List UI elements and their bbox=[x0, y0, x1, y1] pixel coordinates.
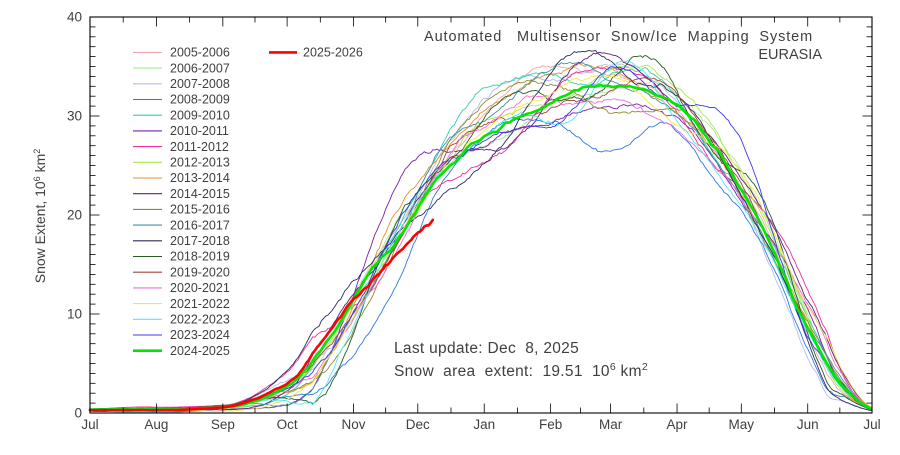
svg-text:2007-2008: 2007-2008 bbox=[170, 77, 230, 91]
svg-text:2011-2012: 2011-2012 bbox=[170, 140, 229, 154]
svg-text:Oct: Oct bbox=[277, 417, 298, 432]
svg-text:2018-2019: 2018-2019 bbox=[170, 250, 230, 264]
svg-text:40: 40 bbox=[67, 10, 82, 25]
svg-text:Feb: Feb bbox=[539, 417, 562, 432]
svg-text:2006-2007: 2006-2007 bbox=[170, 61, 230, 75]
svg-text:Automated Multisensor Snow/: Automated Multisensor Snow/Ice Mapping S… bbox=[424, 29, 813, 45]
svg-text:Aug: Aug bbox=[144, 417, 168, 432]
svg-text:2014-2015: 2014-2015 bbox=[170, 187, 230, 201]
svg-text:2020-2021: 2020-2021 bbox=[170, 281, 230, 295]
svg-text:2019-2020: 2019-2020 bbox=[170, 265, 230, 279]
svg-text:2013-2014: 2013-2014 bbox=[170, 171, 230, 185]
svg-text:20: 20 bbox=[67, 208, 82, 223]
svg-text:Last update: Dec 8, 2025: Last update: Dec 8, 2025 bbox=[394, 340, 579, 357]
svg-text:2023-2024: 2023-2024 bbox=[170, 328, 230, 342]
svg-text:EURASIA: EURASIA bbox=[758, 47, 822, 63]
svg-text:2009-2010: 2009-2010 bbox=[170, 108, 230, 122]
svg-text:2015-2016: 2015-2016 bbox=[170, 203, 230, 217]
svg-text:2012-2013: 2012-2013 bbox=[170, 156, 230, 170]
svg-text:Jan: Jan bbox=[473, 417, 495, 432]
svg-text:Apr: Apr bbox=[667, 417, 689, 432]
svg-text:2010-2011: 2010-2011 bbox=[170, 124, 229, 138]
svg-text:Snow Extent, 106 km2: Snow Extent, 106 km2 bbox=[32, 149, 48, 284]
svg-text:2008-2009: 2008-2009 bbox=[170, 93, 230, 107]
svg-text:Sep: Sep bbox=[211, 417, 235, 432]
svg-text:Jun: Jun bbox=[797, 417, 819, 432]
svg-text:Mar: Mar bbox=[599, 417, 623, 432]
svg-text:10: 10 bbox=[67, 307, 82, 322]
svg-text:2017-2018: 2017-2018 bbox=[170, 234, 230, 248]
svg-text:Dec: Dec bbox=[406, 417, 430, 432]
svg-text:Nov: Nov bbox=[342, 417, 366, 432]
svg-text:30: 30 bbox=[67, 109, 82, 124]
svg-text:2005-2006: 2005-2006 bbox=[170, 46, 230, 60]
svg-text:2024-2025: 2024-2025 bbox=[170, 344, 230, 358]
svg-text:Jul: Jul bbox=[81, 417, 98, 432]
svg-text:2025-2026: 2025-2026 bbox=[303, 46, 363, 60]
svg-text:2021-2022: 2021-2022 bbox=[170, 297, 230, 311]
svg-text:Jul: Jul bbox=[863, 417, 880, 432]
svg-text:2022-2023: 2022-2023 bbox=[170, 313, 230, 327]
svg-text:May: May bbox=[729, 417, 755, 432]
svg-text:2016-2017: 2016-2017 bbox=[170, 218, 230, 232]
